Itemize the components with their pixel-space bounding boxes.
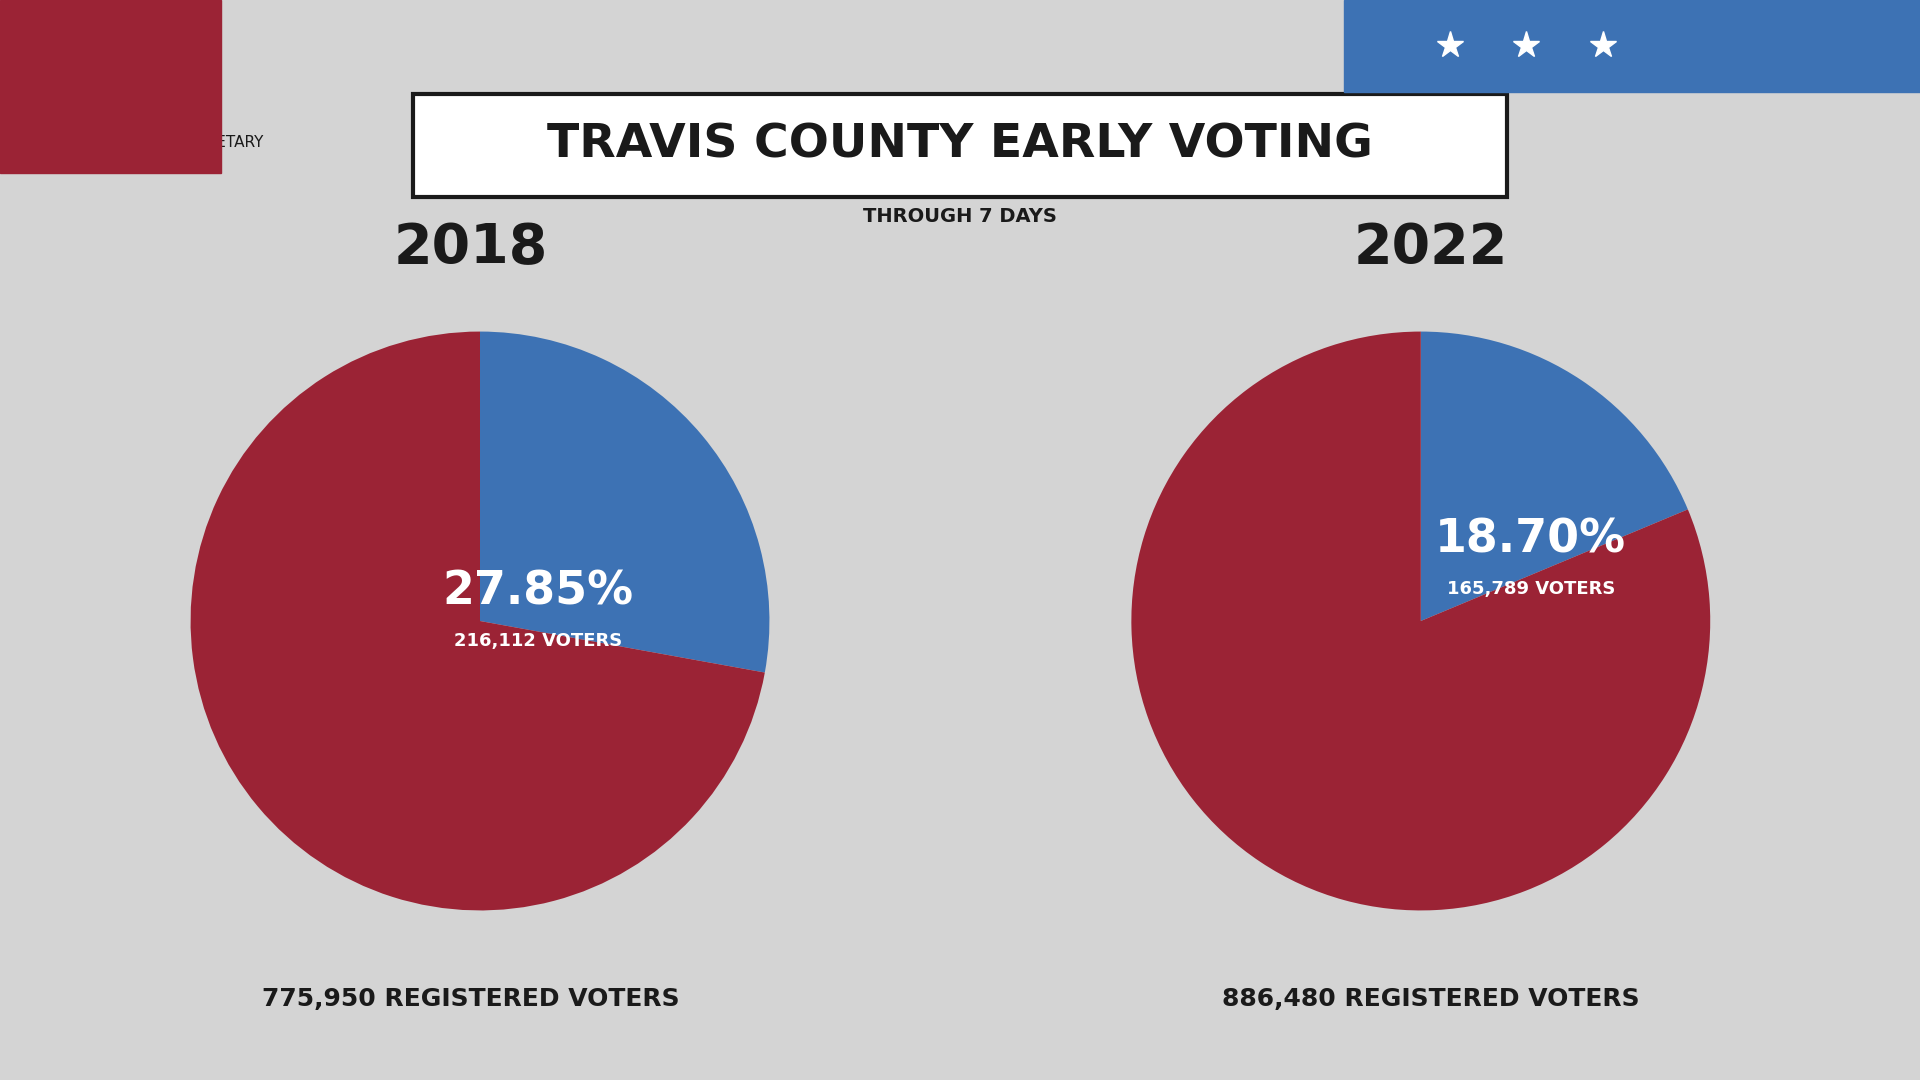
Wedge shape [190,332,764,910]
FancyBboxPatch shape [413,94,1507,197]
Text: 775,950 REGISTERED VOTERS: 775,950 REGISTERED VOTERS [261,987,680,1011]
Text: TRAVIS COUNTY EARLY VOTING: TRAVIS COUNTY EARLY VOTING [547,122,1373,167]
Text: 2018: 2018 [394,221,547,275]
Text: 27.85%: 27.85% [442,569,634,615]
Wedge shape [1421,332,1688,621]
Bar [1344,0,1920,92]
Text: 2022: 2022 [1354,221,1507,275]
Wedge shape [1131,332,1711,910]
Text: SOURCE: TEXAS SECRETARY
OF STATE: SOURCE: TEXAS SECRETARY OF STATE [48,135,263,167]
Text: 18.70%: 18.70% [1436,517,1626,563]
Wedge shape [480,332,770,673]
Text: 886,480 REGISTERED VOTERS: 886,480 REGISTERED VOTERS [1221,987,1640,1011]
Text: 165,789 VOTERS: 165,789 VOTERS [1446,580,1615,598]
Text: THROUGH 7 DAYS: THROUGH 7 DAYS [864,206,1056,226]
Text: 216,112 VOTERS: 216,112 VOTERS [453,632,622,650]
Bar [0,0,221,173]
